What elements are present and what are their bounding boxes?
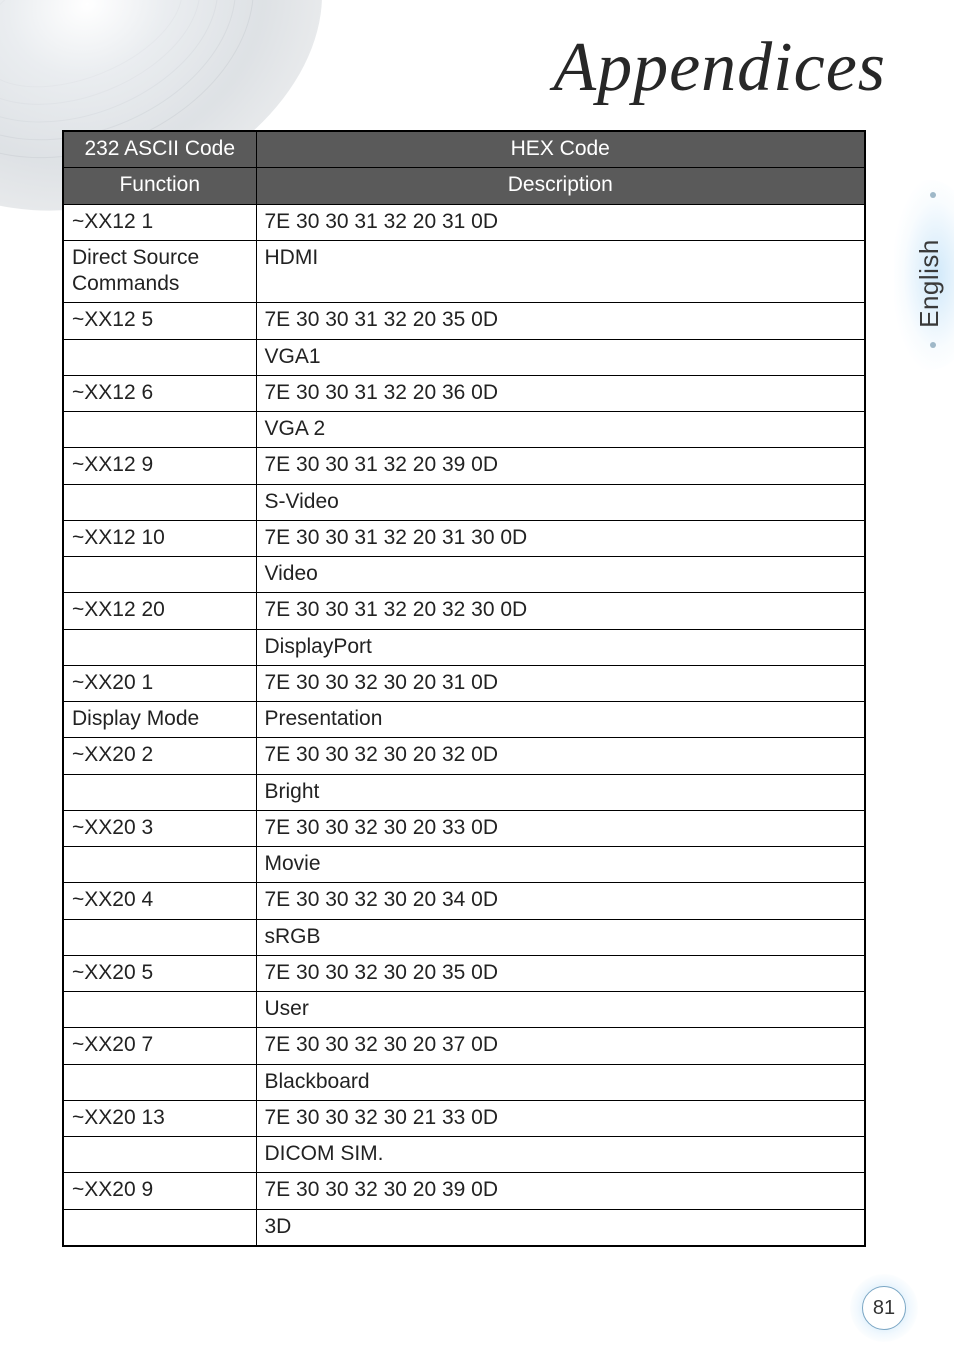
table-row: Video bbox=[63, 557, 865, 593]
table-header-description: Description bbox=[256, 168, 865, 204]
table-row: ~XX20 97E 30 30 32 30 20 39 0D bbox=[63, 1173, 865, 1209]
table-row: ~XX12 57E 30 30 31 32 20 35 0D bbox=[63, 303, 865, 339]
table-row: ~XX12 97E 30 30 31 32 20 39 0D bbox=[63, 448, 865, 484]
table-cell-function: ~XX20 7 bbox=[63, 1028, 256, 1064]
table-cell-function: ~XX12 6 bbox=[63, 375, 256, 411]
table-row: User bbox=[63, 992, 865, 1028]
table-header-hex: HEX Code bbox=[256, 131, 865, 168]
table-row: ~XX20 77E 30 30 32 30 20 37 0D bbox=[63, 1028, 865, 1064]
table-row: 3D bbox=[63, 1209, 865, 1246]
table-cell-description: DisplayPort bbox=[256, 629, 865, 665]
table-row: ~XX20 57E 30 30 32 30 20 35 0D bbox=[63, 955, 865, 991]
table-row: S-Video bbox=[63, 484, 865, 520]
table-cell-function: Direct Source Commands bbox=[63, 240, 256, 303]
table-row: Direct Source CommandsHDMI bbox=[63, 240, 865, 303]
table-cell-description: Video bbox=[256, 557, 865, 593]
table-row: sRGB bbox=[63, 919, 865, 955]
table-row: Bright bbox=[63, 774, 865, 810]
table-row: ~XX12 207E 30 30 31 32 20 32 30 0D bbox=[63, 593, 865, 629]
table-cell-function bbox=[63, 557, 256, 593]
table-header-ascii: 232 ASCII Code bbox=[63, 131, 256, 168]
table-cell-description: 7E 30 30 32 30 20 35 0D bbox=[256, 955, 865, 991]
table-row: ~XX20 17E 30 30 32 30 20 31 0D bbox=[63, 665, 865, 701]
table-row: ~XX20 137E 30 30 32 30 21 33 0D bbox=[63, 1100, 865, 1136]
codes-table: 232 ASCII Code HEX Code Function Descrip… bbox=[62, 130, 866, 1247]
page-title: Appendices bbox=[553, 28, 886, 108]
table-cell-function bbox=[63, 992, 256, 1028]
table-cell-description: Bright bbox=[256, 774, 865, 810]
table-row: Display ModePresentation bbox=[63, 702, 865, 738]
table-cell-function: ~XX20 9 bbox=[63, 1173, 256, 1209]
table-cell-function: ~XX12 10 bbox=[63, 520, 256, 556]
table-cell-description: 7E 30 30 31 32 20 31 30 0D bbox=[256, 520, 865, 556]
table-cell-description: S-Video bbox=[256, 484, 865, 520]
table-cell-description: 3D bbox=[256, 1209, 865, 1246]
table-cell-function bbox=[63, 339, 256, 375]
table-cell-description: 7E 30 30 32 30 20 32 0D bbox=[256, 738, 865, 774]
table-cell-function: ~XX20 2 bbox=[63, 738, 256, 774]
table-cell-description: 7E 30 30 32 30 20 39 0D bbox=[256, 1173, 865, 1209]
table-header-function: Function bbox=[63, 168, 256, 204]
table-row: DICOM SIM. bbox=[63, 1137, 865, 1173]
table-cell-function bbox=[63, 484, 256, 520]
table-cell-description: Presentation bbox=[256, 702, 865, 738]
table-cell-function: ~XX12 20 bbox=[63, 593, 256, 629]
table-cell-function bbox=[63, 919, 256, 955]
table-cell-description: sRGB bbox=[256, 919, 865, 955]
table-cell-description: Blackboard bbox=[256, 1064, 865, 1100]
table-cell-function: ~XX20 4 bbox=[63, 883, 256, 919]
table-cell-function bbox=[63, 412, 256, 448]
table-cell-function bbox=[63, 1137, 256, 1173]
table-cell-description: 7E 30 30 31 32 20 35 0D bbox=[256, 303, 865, 339]
page-number-badge: 81 bbox=[856, 1280, 912, 1336]
table-row: VGA1 bbox=[63, 339, 865, 375]
table-cell-function bbox=[63, 629, 256, 665]
table-cell-description: VGA 2 bbox=[256, 412, 865, 448]
table-cell-description: 7E 30 30 31 32 20 39 0D bbox=[256, 448, 865, 484]
table-row: ~XX20 37E 30 30 32 30 20 33 0D bbox=[63, 810, 865, 846]
table-cell-description: HDMI bbox=[256, 240, 865, 303]
table-cell-description: 7E 30 30 31 32 20 32 30 0D bbox=[256, 593, 865, 629]
table-row: ~XX20 47E 30 30 32 30 20 34 0D bbox=[63, 883, 865, 919]
table-cell-description: Movie bbox=[256, 847, 865, 883]
table-row: Blackboard bbox=[63, 1064, 865, 1100]
table-row: Movie bbox=[63, 847, 865, 883]
table-row: ~XX12 17E 30 30 31 32 20 31 0D bbox=[63, 204, 865, 240]
table-cell-description: VGA1 bbox=[256, 339, 865, 375]
table-cell-description: 7E 30 30 32 30 20 37 0D bbox=[256, 1028, 865, 1064]
table-cell-description: 7E 30 30 31 32 20 36 0D bbox=[256, 375, 865, 411]
table-cell-function bbox=[63, 1064, 256, 1100]
table-cell-function bbox=[63, 1209, 256, 1246]
table-cell-function: ~XX20 5 bbox=[63, 955, 256, 991]
table-cell-function: ~XX20 13 bbox=[63, 1100, 256, 1136]
table-cell-function: ~XX20 1 bbox=[63, 665, 256, 701]
table-cell-function: ~XX12 9 bbox=[63, 448, 256, 484]
table-row: VGA 2 bbox=[63, 412, 865, 448]
table-cell-function bbox=[63, 774, 256, 810]
table-cell-description: 7E 30 30 32 30 20 31 0D bbox=[256, 665, 865, 701]
language-tab-label: English bbox=[914, 239, 945, 328]
table-cell-description: 7E 30 30 32 30 20 33 0D bbox=[256, 810, 865, 846]
table-cell-description: User bbox=[256, 992, 865, 1028]
table-row: ~XX12 67E 30 30 31 32 20 36 0D bbox=[63, 375, 865, 411]
table-cell-description: 7E 30 30 32 30 20 34 0D bbox=[256, 883, 865, 919]
table-cell-description: DICOM SIM. bbox=[256, 1137, 865, 1173]
table-row: ~XX20 27E 30 30 32 30 20 32 0D bbox=[63, 738, 865, 774]
table-cell-function bbox=[63, 847, 256, 883]
table-cell-description: 7E 30 30 32 30 21 33 0D bbox=[256, 1100, 865, 1136]
table-row: ~XX12 107E 30 30 31 32 20 31 30 0D bbox=[63, 520, 865, 556]
language-tab: English bbox=[896, 190, 954, 360]
table-cell-function: Display Mode bbox=[63, 702, 256, 738]
table-cell-function: ~XX20 3 bbox=[63, 810, 256, 846]
table-cell-description: 7E 30 30 31 32 20 31 0D bbox=[256, 204, 865, 240]
table-cell-function: ~XX12 1 bbox=[63, 204, 256, 240]
table-cell-function: ~XX12 5 bbox=[63, 303, 256, 339]
table-row: DisplayPort bbox=[63, 629, 865, 665]
page-number: 81 bbox=[856, 1280, 912, 1336]
